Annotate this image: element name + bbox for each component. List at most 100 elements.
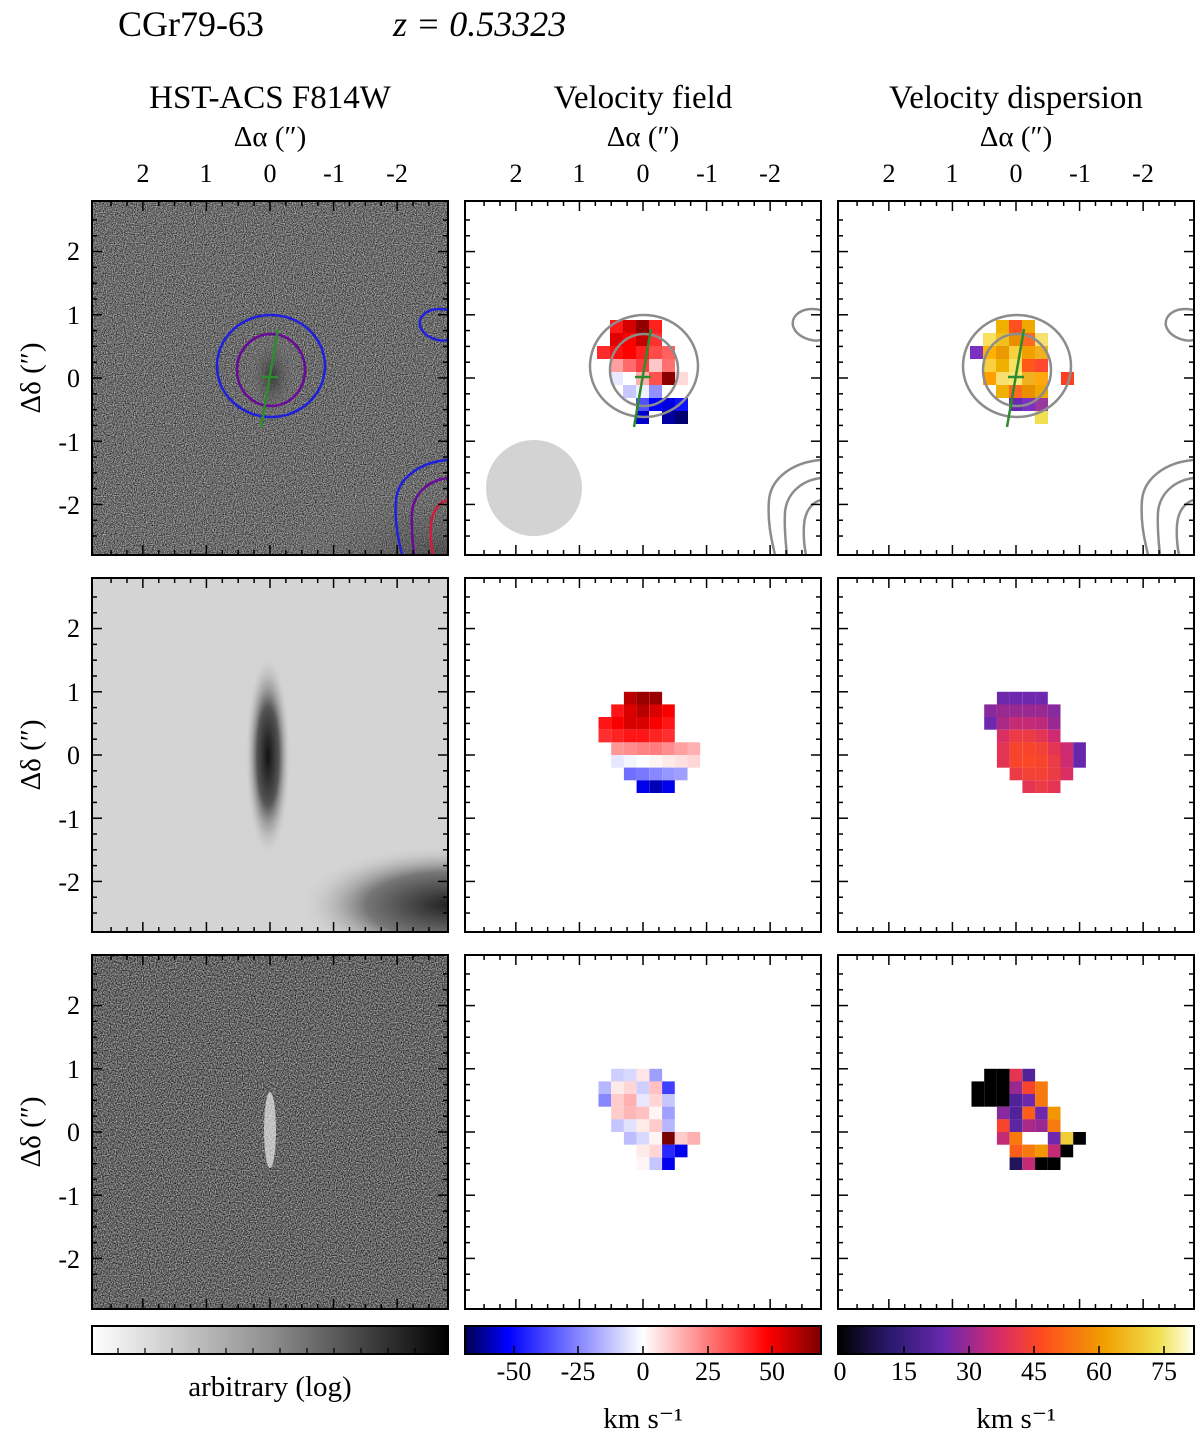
disp-pixel — [1009, 1119, 1023, 1132]
cb-tick-label: -25 — [561, 1357, 596, 1386]
x-tick-labels-velocity: 2 1 0 -1 -2 — [510, 159, 781, 188]
cb-tick-label: 30 — [956, 1357, 982, 1386]
disp-pixel — [1035, 780, 1048, 793]
vel-pixel — [662, 755, 675, 768]
vel-pixel — [674, 742, 688, 755]
panel-observed-image — [92, 201, 448, 555]
vel-pixel — [649, 1157, 663, 1170]
column-title-velocity: Velocity field — [554, 80, 733, 116]
disp-pixel — [1009, 1094, 1023, 1107]
colorbar-label: km s⁻¹ — [603, 1403, 683, 1435]
vel-pixel — [649, 1106, 663, 1120]
vel-pixel — [623, 717, 637, 730]
y-tick-label: 2 — [67, 614, 80, 643]
disp-pixel — [1022, 691, 1036, 705]
y-tick-label: 1 — [67, 1055, 80, 1084]
vel-pixel — [649, 346, 662, 359]
x-tick-label: -2 — [759, 159, 781, 188]
disp-pixel — [1022, 717, 1036, 730]
disp-pixel — [996, 1132, 1010, 1145]
y-tick-label: -1 — [58, 805, 80, 834]
vel-pixel — [597, 346, 610, 359]
vel-pixel — [598, 717, 612, 730]
contour-inner — [608, 332, 680, 408]
disp-pixel — [1035, 704, 1048, 718]
x-tick-label: 2 — [510, 159, 523, 188]
vel-pixel — [636, 359, 649, 372]
vel-pixel — [649, 1132, 663, 1145]
vel-pixel — [662, 1144, 675, 1158]
disp-pixel — [1022, 767, 1036, 781]
disp-pixel — [1060, 1132, 1074, 1145]
disp-pixel — [1022, 755, 1036, 768]
vel-pixel — [611, 1106, 624, 1120]
disp-pixel — [1035, 717, 1048, 730]
vel-pixel — [662, 385, 675, 398]
colorbar-dispersion: 0 15 30 45 60 75 km s⁻¹ — [834, 1325, 1195, 1435]
vel-pixel — [649, 385, 662, 398]
model-dispersion-pixels — [984, 691, 1086, 793]
disp-pixel — [1047, 767, 1061, 781]
vel-pixel — [674, 1144, 688, 1158]
vel-pixel — [623, 1068, 637, 1082]
vel-pixel — [649, 1119, 663, 1132]
object-title: CGr79-63 — [118, 4, 264, 44]
disp-pixel — [1022, 346, 1035, 359]
disp-pixel — [996, 1094, 1010, 1107]
disp-pixel — [1009, 320, 1022, 333]
vel-pixel — [611, 1081, 624, 1095]
disp-pixel — [1009, 717, 1023, 730]
vel-pixel — [662, 1094, 675, 1107]
vel-pixel — [636, 1068, 650, 1082]
cb-tick-label: -50 — [497, 1357, 532, 1386]
vel-pixel — [636, 320, 649, 333]
redshift-title: z = 0.53323 — [392, 4, 566, 44]
colorbar-ticks — [837, 1346, 1165, 1354]
vel-pixel — [649, 320, 662, 333]
neighbour-contour — [791, 307, 821, 342]
x-tick-label: 1 — [573, 159, 586, 188]
vel-pixel — [662, 704, 675, 718]
vel-pixel — [610, 372, 623, 385]
disp-pixel — [996, 691, 1010, 705]
vel-pixel — [649, 729, 663, 743]
colorbar-label: km s⁻¹ — [976, 1403, 1056, 1435]
vel-pixel — [636, 729, 650, 743]
disp-pixel — [1047, 729, 1061, 743]
vel-pixel — [623, 359, 636, 372]
vel-pixel — [662, 1081, 675, 1095]
vel-pixel — [623, 1094, 637, 1107]
y-tick-label: -2 — [58, 868, 80, 897]
vel-pixel — [636, 755, 650, 768]
x-axis-label-dispersion: Δα (″) — [980, 121, 1053, 153]
vel-pixel — [611, 717, 624, 730]
disp-pixel — [971, 1081, 985, 1095]
vel-pixel — [636, 717, 650, 730]
disp-pixel — [1073, 742, 1086, 755]
vel-pixel — [662, 1119, 675, 1132]
column-title-dispersion: Velocity dispersion — [889, 80, 1143, 116]
vel-pixel — [636, 742, 650, 755]
disp-pixel — [1035, 385, 1048, 398]
disp-pixel — [1035, 1144, 1048, 1158]
panel-model-image — [92, 578, 448, 932]
disp-pixel — [1022, 1081, 1036, 1095]
cb-tick-label: 25 — [695, 1357, 721, 1386]
vel-pixel — [662, 767, 675, 781]
vel-pixel — [662, 780, 675, 793]
vel-pixel — [662, 372, 675, 385]
vel-pixel — [611, 704, 624, 718]
panel-residual-image — [92, 955, 448, 1309]
companion-contour-mid — [410, 476, 448, 555]
colorbar-gradient — [837, 1325, 1195, 1355]
residual-dispersion-pixels — [971, 1068, 1086, 1170]
vel-pixel — [649, 359, 662, 372]
panel-frames — [91, 200, 1195, 1310]
vel-pixel — [610, 333, 623, 346]
vel-pixel — [649, 372, 662, 385]
x-tick-label: 2 — [883, 159, 896, 188]
vel-pixel — [623, 691, 637, 705]
vel-pixel — [623, 1132, 637, 1145]
vel-pixel — [649, 717, 663, 730]
